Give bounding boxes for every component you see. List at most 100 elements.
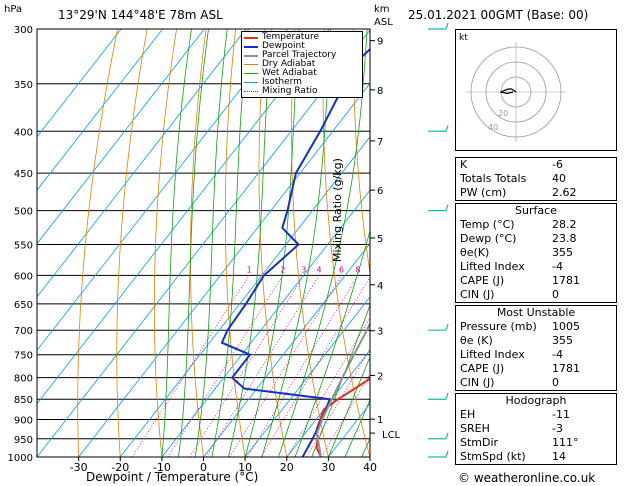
index-label: θe(K) [460,246,490,259]
mixing-ratio-line [189,275,305,457]
wet-adiabat-line [211,29,249,457]
index-row: StmDir 111° [456,436,616,450]
index-row: Temp (°C) 28.2 [456,218,616,232]
k-index-row: K -6 [456,158,616,172]
index-row: EH -11 [456,408,616,422]
pressure-tick-label: 300 [14,25,33,36]
wind-barb-flag [445,324,449,331]
mixing-ratio-line [167,275,284,457]
x-tick-label: 30 [321,461,335,474]
hodograph-index-title: Hodograph [505,394,567,407]
isotherm-line [37,29,370,457]
pressure-tick-label: 950 [14,435,33,446]
hodograph-ring-label: 20 [498,109,508,118]
x-tick-label: 40 [363,461,377,474]
index-value: 355 [552,246,573,259]
mixing-ratio-line [229,275,342,457]
pressure-tick-label: 350 [14,80,33,91]
index-value: -11 [552,408,570,421]
km-tick-label: 3 [377,327,383,338]
hodograph-panel: kt 40 20 [455,29,617,151]
wind-barb-flag [445,432,449,439]
dry-adiabat-line [383,29,453,457]
hodograph-ring-label: 40 [488,123,498,132]
index-value: -3 [552,422,563,435]
km-tick-label: 9 [377,37,383,48]
most-unstable-title: Most Unstable [496,306,576,319]
pressure-tick-label: 700 [14,326,33,337]
legend-swatch [244,73,258,74]
index-value: 28.2 [552,218,577,231]
isotherm-line [37,29,164,191]
index-row: CIN (J) 0 [456,376,616,390]
legend-label: Wet Adiabat [262,68,317,78]
index-label: CAPE (J) [460,274,505,287]
mixing-ratio-line [131,275,250,457]
index-row: Pressure (mb) 1005 [456,320,616,334]
tt-value: 40 [552,172,566,185]
index-label: θe (K) [460,334,493,347]
k-label: K [460,158,468,171]
legend-label: Dewpoint [262,41,305,51]
legend-item-mixing-ratio: Mixing Ratio [244,87,360,96]
index-label: Lifted Index [460,348,525,361]
index-value: 0 [552,376,559,389]
x-tick-label: -10 [153,461,171,474]
surface-title: Surface [515,204,557,217]
pressure-tick-label: 1000 [8,453,33,464]
index-value: 23.8 [552,232,577,245]
index-row: θe (K) 355 [456,334,616,348]
surface-panel: Surface Temp (°C) 28.2 Dewp (°C) 23.8 θe(K) 3… [455,203,617,303]
wet-adiabat-line [178,29,209,457]
dry-adiabat-line [77,29,118,457]
pressure-tick-label: 600 [14,271,33,282]
index-row: Lifted Index -4 [456,260,616,274]
pressure-tick-label: 400 [14,127,33,138]
x-tick-label: -20 [111,461,129,474]
legend-swatch [244,64,258,65]
isotherm-line [286,349,370,457]
index-value: 111° [552,436,579,449]
index-value: 1781 [552,274,580,287]
pressure-tick-label: 650 [14,300,33,311]
legend-swatch [244,36,258,39]
k-value: -6 [552,158,563,171]
isotherm-line [37,29,247,298]
index-row: CIN (J) 0 [456,288,616,302]
dry-adiabat-line [619,29,629,457]
mixing-ratio-label: 4 [317,265,322,274]
wet-adiabat-line [328,355,370,457]
pressure-tick-label: 900 [14,416,33,427]
totals-totals-row: Totals Totals 40 [456,172,616,186]
legend-swatch [244,82,258,83]
km-tick-label: 1 [377,415,383,426]
pressure-tick-label: 550 [14,240,33,251]
location-label: 13°29'N 144°48'E 78m ASL [58,8,223,22]
index-label: CIN (J) [460,288,495,301]
index-row: θe(K) 355 [456,246,616,260]
isotherm-line [203,242,370,457]
mixing-ratio-line [205,275,320,457]
most-unstable-panel: Most Unstable Pressure (mb) 1005 θe (K) 355… [455,305,617,391]
wind-barb-flag [445,204,449,211]
asl-unit-label: ASL [374,17,393,28]
wet-adiabat-line [278,29,368,457]
wind-barb-flag [445,393,449,400]
km-tick-label: 7 [377,137,383,148]
legend-item-dry-adiabat: Dry Adiabat [244,60,360,69]
pressure-tick-label: 850 [14,395,33,406]
datetime-label: 25.01.2021 00GMT (Base: 00) [408,8,589,22]
index-row: Dewp (°C) 23.8 [456,232,616,246]
index-label: CAPE (J) [460,362,505,375]
km-tick-label: 8 [377,86,383,97]
km-tick-label: 5 [377,234,383,245]
wet-adiabat-line [161,29,192,457]
index-value: 0 [552,288,559,301]
x-axis-label: Dewpoint / Temperature (°C) [86,470,259,484]
pw-label: PW (cm) [460,186,507,199]
index-row: SREH -3 [456,422,616,436]
legend-label: Dry Adiabat [262,59,316,69]
isotherm-line [37,29,122,138]
x-tick-label: 10 [238,461,252,474]
